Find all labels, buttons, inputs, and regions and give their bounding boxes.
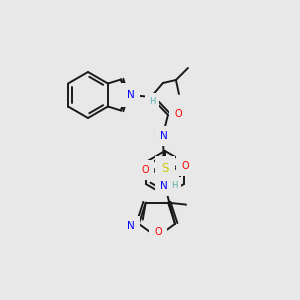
Text: O: O: [122, 88, 130, 98]
Text: N: N: [127, 221, 135, 231]
Text: O: O: [122, 92, 130, 103]
Text: O: O: [154, 227, 162, 237]
Text: O: O: [174, 109, 182, 119]
Text: O: O: [141, 165, 149, 175]
Text: N: N: [127, 90, 135, 100]
Text: H: H: [149, 98, 155, 106]
Text: N: N: [160, 181, 168, 191]
Text: H: H: [171, 182, 177, 190]
Text: S: S: [161, 161, 169, 175]
Text: O: O: [181, 161, 189, 171]
Text: N: N: [160, 131, 168, 141]
Text: H: H: [153, 131, 159, 140]
